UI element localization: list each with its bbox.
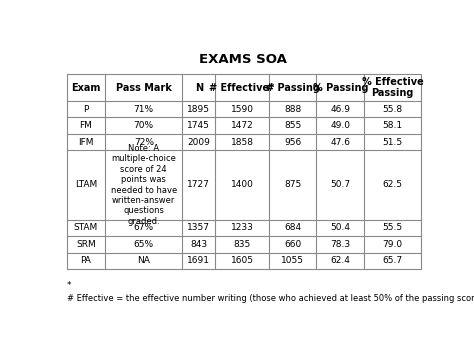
- Text: 55.8: 55.8: [383, 105, 403, 114]
- Text: 72%: 72%: [134, 138, 154, 147]
- Text: P: P: [83, 105, 89, 114]
- Text: 1233: 1233: [230, 223, 254, 232]
- Text: 62.5: 62.5: [383, 181, 402, 190]
- Text: STAM: STAM: [74, 223, 98, 232]
- Text: 1745: 1745: [187, 121, 210, 130]
- Text: LTAM: LTAM: [75, 181, 97, 190]
- Text: 1400: 1400: [230, 181, 254, 190]
- Text: 875: 875: [284, 181, 301, 190]
- Text: 888: 888: [284, 105, 301, 114]
- Text: *: *: [66, 281, 71, 290]
- Text: EXAMS SOA: EXAMS SOA: [199, 53, 287, 66]
- Text: 67%: 67%: [134, 223, 154, 232]
- Text: 660: 660: [284, 240, 301, 249]
- Text: 79.0: 79.0: [383, 240, 403, 249]
- Text: Pass Mark: Pass Mark: [116, 83, 172, 93]
- Text: 70%: 70%: [134, 121, 154, 130]
- Text: 1727: 1727: [187, 181, 210, 190]
- Text: SRM: SRM: [76, 240, 96, 249]
- Text: 1691: 1691: [187, 256, 210, 265]
- Text: PA: PA: [81, 256, 91, 265]
- Text: 1357: 1357: [187, 223, 210, 232]
- Text: 1472: 1472: [231, 121, 254, 130]
- Text: IFM: IFM: [78, 138, 94, 147]
- Text: 49.0: 49.0: [330, 121, 350, 130]
- Text: 2009: 2009: [187, 138, 210, 147]
- Text: Note: A
multiple-choice
score of 24
points was
needed to have
written-answer
que: Note: A multiple-choice score of 24 poin…: [110, 144, 177, 226]
- Text: 65.7: 65.7: [383, 256, 403, 265]
- Text: 46.9: 46.9: [330, 105, 350, 114]
- Text: 50.7: 50.7: [330, 181, 350, 190]
- Text: 1895: 1895: [187, 105, 210, 114]
- Text: 58.1: 58.1: [383, 121, 403, 130]
- Text: 855: 855: [284, 121, 301, 130]
- Text: 50.4: 50.4: [330, 223, 350, 232]
- Text: 843: 843: [190, 240, 208, 249]
- Bar: [66, 74, 421, 269]
- Text: Exam: Exam: [71, 83, 100, 93]
- Text: N: N: [195, 83, 203, 93]
- Text: NA: NA: [137, 256, 150, 265]
- Text: 62.4: 62.4: [330, 256, 350, 265]
- Text: 684: 684: [284, 223, 301, 232]
- Text: 956: 956: [284, 138, 301, 147]
- Text: 1055: 1055: [281, 256, 304, 265]
- Text: 1605: 1605: [230, 256, 254, 265]
- Text: # Effective*: # Effective*: [210, 83, 274, 93]
- Text: % Effective
Passing: % Effective Passing: [362, 77, 423, 98]
- Text: 1858: 1858: [230, 138, 254, 147]
- Text: # Passing: # Passing: [265, 83, 319, 93]
- Text: 51.5: 51.5: [383, 138, 403, 147]
- Text: FM: FM: [80, 121, 92, 130]
- Text: 78.3: 78.3: [330, 240, 350, 249]
- Text: # Effective = the effective number writing (those who achieved at least 50% of t: # Effective = the effective number writi…: [66, 294, 474, 303]
- Text: % Passing: % Passing: [312, 83, 368, 93]
- Text: 65%: 65%: [134, 240, 154, 249]
- Text: 71%: 71%: [134, 105, 154, 114]
- Text: 47.6: 47.6: [330, 138, 350, 147]
- Text: 1590: 1590: [230, 105, 254, 114]
- Text: 55.5: 55.5: [383, 223, 403, 232]
- Text: 835: 835: [233, 240, 251, 249]
